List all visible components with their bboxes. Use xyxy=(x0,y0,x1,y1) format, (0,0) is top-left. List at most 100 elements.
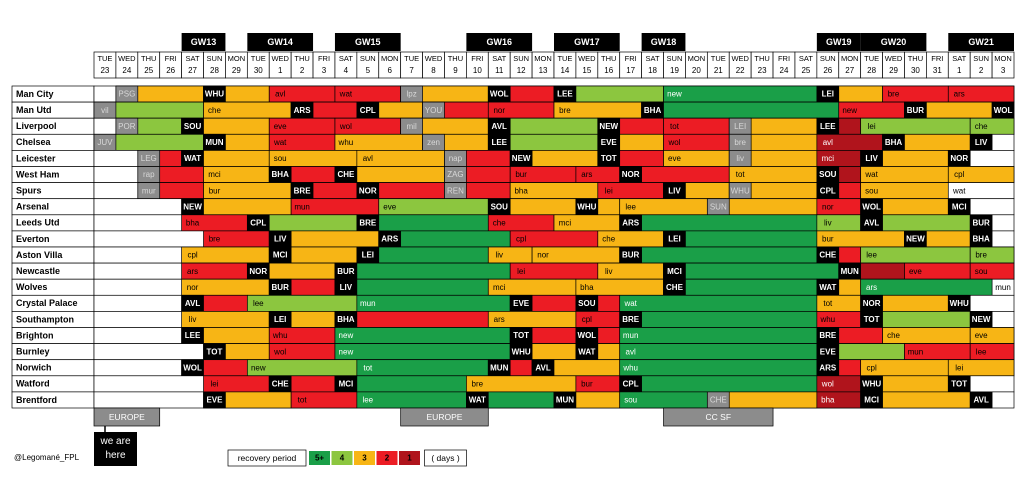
recovery-segment xyxy=(619,294,818,312)
fixture-label: WOL xyxy=(578,331,597,340)
recovery-segment xyxy=(619,246,818,264)
date-number: 23 xyxy=(758,66,767,75)
team-name: Arsenal xyxy=(16,202,49,212)
fixture-label: CPL xyxy=(820,186,836,195)
fixture-label: bur xyxy=(581,379,593,388)
fixture-label: AVL xyxy=(973,396,989,405)
weekday: THU xyxy=(448,54,463,63)
competition-label: CC SF xyxy=(706,412,732,422)
fixture-label: BHA xyxy=(885,138,903,147)
gameweek-box xyxy=(247,33,314,51)
fixture-label: CPL xyxy=(360,106,376,115)
fixture-label: lei xyxy=(605,186,613,195)
fixture-label: eve xyxy=(909,267,922,276)
team-name: Watford xyxy=(16,379,50,389)
fixture-label: CHE xyxy=(337,170,355,179)
fixture-label: AVL xyxy=(864,218,880,227)
fixture-label: sou xyxy=(865,186,878,195)
fixture-label: nor xyxy=(537,251,549,260)
recovery-segment xyxy=(860,117,971,135)
fixture-label: MCI xyxy=(273,251,288,260)
date-number: 9 xyxy=(453,66,458,75)
fixture-label: WOL xyxy=(183,363,202,372)
legend-title-box xyxy=(227,449,307,467)
recovery-segment xyxy=(356,391,467,409)
fixture-label: whu xyxy=(622,363,638,372)
gameweek-label: GW17 xyxy=(574,37,600,47)
competition-label: EUROPE xyxy=(109,412,145,422)
fixture-label: LEI xyxy=(668,235,680,244)
fixture-label: NEW xyxy=(599,122,618,131)
fixture-label: SOU xyxy=(491,202,509,211)
recovery-segment xyxy=(663,262,840,280)
team-name: Burnley xyxy=(16,347,50,357)
fixture-label: bur xyxy=(822,235,834,244)
fixture-label: WHU xyxy=(731,186,750,195)
team-name: Leicester xyxy=(16,153,56,163)
fixture-label: WAT xyxy=(819,283,836,292)
weekday: SAT xyxy=(186,54,200,63)
home-fixture-box xyxy=(860,391,883,409)
fixture-label: BHA xyxy=(644,106,662,115)
date-number: 19 xyxy=(670,66,679,75)
date-number: 30 xyxy=(254,66,263,75)
gameweek-label: GW20 xyxy=(881,37,907,47)
date-number: 1 xyxy=(957,66,962,75)
weekday: TUE xyxy=(251,54,266,63)
recovery-segment xyxy=(641,101,840,119)
legend-level: 2 xyxy=(385,454,390,463)
fixture-label: SUN xyxy=(710,202,727,211)
weekday: SUN xyxy=(513,54,529,63)
fixture-label: BHA xyxy=(972,235,990,244)
fixture-label: LEE xyxy=(557,90,573,99)
date-number: 20 xyxy=(692,66,701,75)
gameweek-label: GW16 xyxy=(486,37,512,47)
date-number: 18 xyxy=(648,66,657,75)
legend-title: recovery period xyxy=(238,453,297,463)
fixture-label: lei xyxy=(210,379,218,388)
weekday: FRI xyxy=(625,54,637,63)
legend-swatch xyxy=(399,451,420,465)
fixture-label: MUN xyxy=(556,396,574,405)
fixture-label: eve xyxy=(274,122,287,131)
date-number: 3 xyxy=(1001,66,1006,75)
fixture-label: LIV xyxy=(865,154,878,163)
fixture-label: ars xyxy=(187,267,198,276)
recovery-segment xyxy=(619,327,818,344)
weekday: MON xyxy=(994,54,1012,63)
date-number: 31 xyxy=(933,66,942,75)
weekday: WED xyxy=(425,54,443,63)
fixture-label: WAT xyxy=(184,154,201,163)
fixture-label: WHU xyxy=(512,347,531,356)
date-number: 28 xyxy=(210,66,219,75)
fixture-label: avl xyxy=(275,90,285,99)
recovery-segment xyxy=(356,294,511,312)
legend-unit-box xyxy=(424,449,467,467)
fixture-label: avl xyxy=(823,138,833,147)
fixture-label: WOL xyxy=(994,106,1013,115)
date-number: 16 xyxy=(604,66,613,75)
recovery-segment xyxy=(663,230,818,248)
fixture-label: tot xyxy=(670,122,680,131)
fixture-label: MCI xyxy=(339,379,354,388)
fixture-label: SOU xyxy=(578,299,596,308)
competition-box xyxy=(663,407,774,427)
gameweek-label: GW14 xyxy=(267,37,293,47)
recovery-segment xyxy=(619,311,818,328)
weekday: SUN xyxy=(207,54,223,63)
fixture-label: WOL xyxy=(862,202,881,211)
fixture-label: wat xyxy=(864,170,878,179)
fixture-label: bre xyxy=(472,379,484,388)
fixture-label: WHU xyxy=(205,90,224,99)
fixture-label: lee xyxy=(625,202,636,211)
fixture-label: BRE xyxy=(294,186,312,195)
legend-swatch xyxy=(331,451,353,465)
date-number: 6 xyxy=(387,66,392,75)
fixture-label: TOT xyxy=(864,315,880,324)
gameweek-label: GW19 xyxy=(826,37,852,47)
weekday: WED xyxy=(118,54,136,63)
fixture-label: eve xyxy=(668,154,681,163)
fixture-label: bre xyxy=(888,90,900,99)
fixture-label: new xyxy=(251,363,266,372)
weekday: SUN xyxy=(667,54,683,63)
